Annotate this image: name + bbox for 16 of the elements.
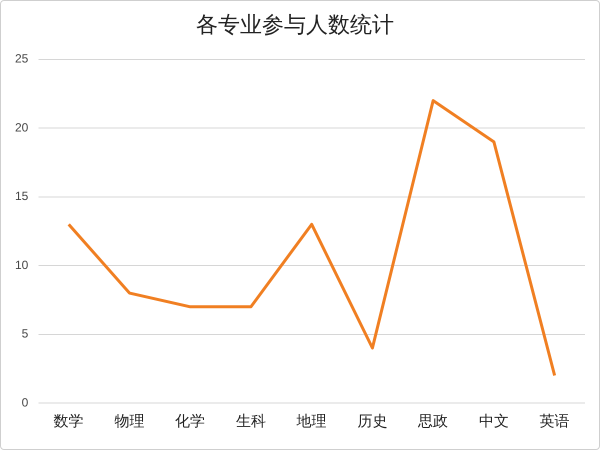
y-tick-label: 5 (22, 326, 29, 341)
chart-title: 各专业参与人数统计 (196, 12, 394, 38)
y-tick-label: 20 (14, 120, 29, 134)
x-tick-label: 数学 (54, 412, 84, 430)
x-tick-label: 地理 (296, 412, 327, 430)
x-tick-label: 物理 (114, 412, 144, 430)
y-tick-label: 0 (22, 395, 29, 410)
y-tick-label: 15 (14, 189, 29, 204)
x-tick-label: 生科 (236, 412, 266, 430)
y-tick-label: 10 (14, 258, 29, 272)
x-tick-label: 中文 (478, 412, 509, 430)
x-tick-label: 化学 (175, 412, 206, 430)
x-tick-label: 英语 (540, 412, 570, 430)
y-tick-label: 25 (14, 52, 29, 66)
x-tick-label: 历史 (357, 412, 388, 430)
x-tick-label: 思政 (417, 412, 448, 430)
